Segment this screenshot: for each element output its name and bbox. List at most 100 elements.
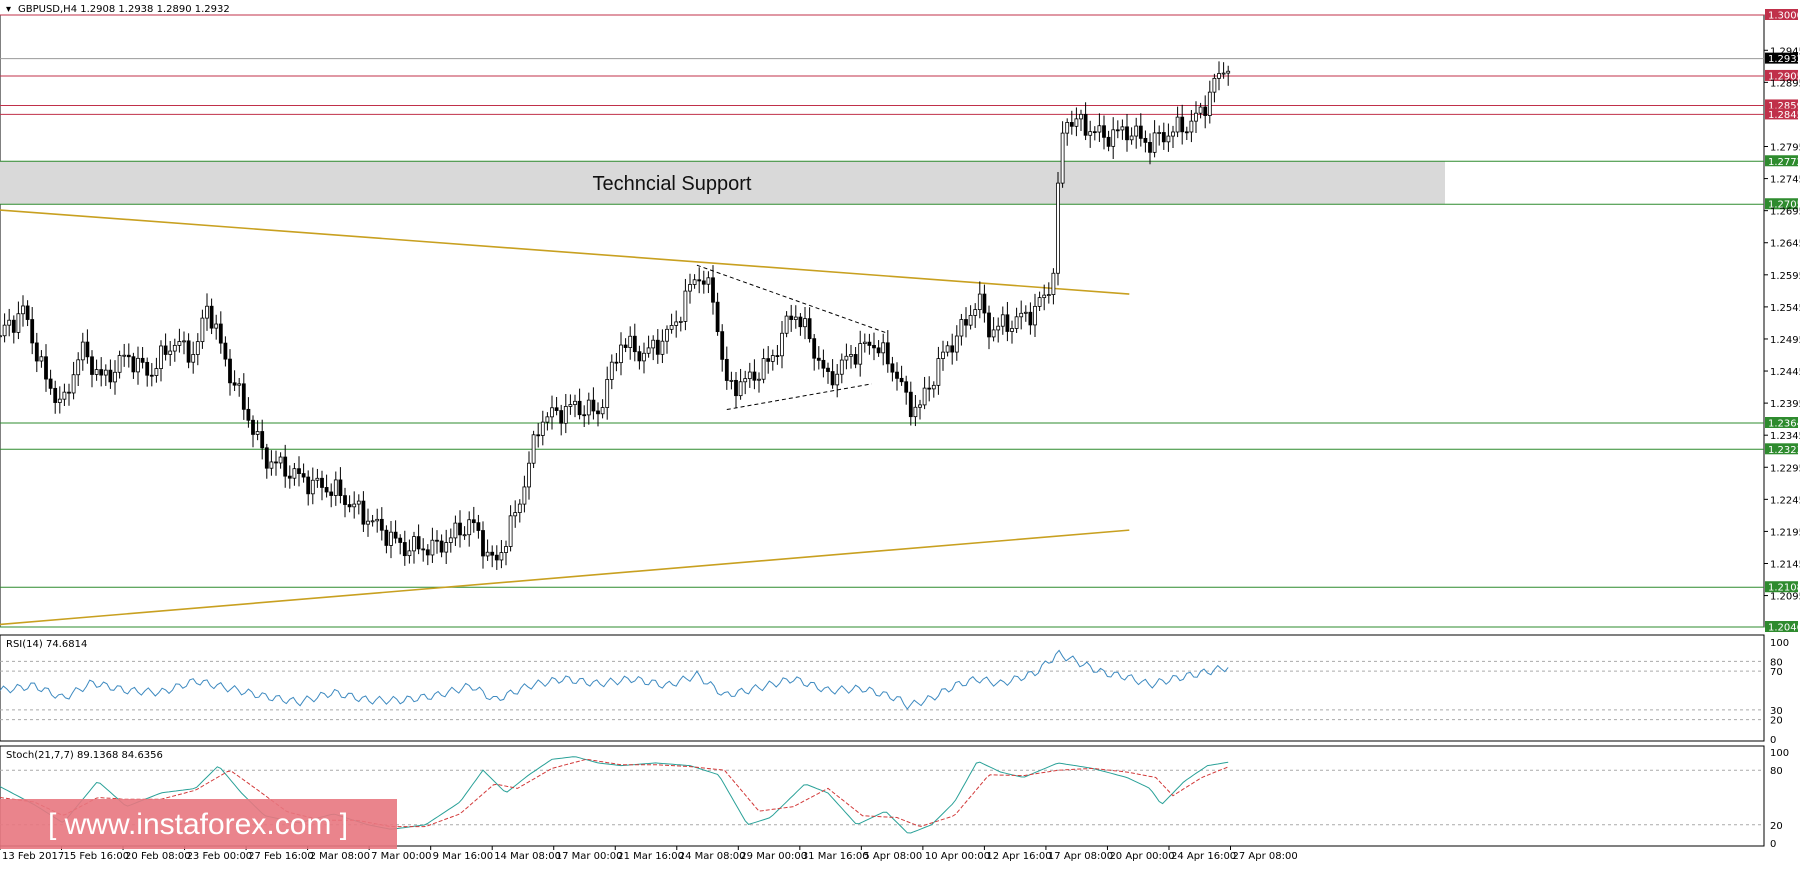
- level-tag-label-1.2108: 1.2108: [1768, 583, 1800, 594]
- candle-body: [182, 340, 186, 343]
- candle-body: [596, 410, 600, 415]
- candle-body: [274, 461, 278, 464]
- candle-body: [559, 410, 564, 424]
- dropdown-arrow-icon[interactable]: ▾: [6, 4, 11, 15]
- candle-body: [356, 500, 361, 505]
- time-tick-label: 27 Apr 08:00: [1233, 851, 1298, 862]
- candle-body: [761, 358, 766, 380]
- rsi-tick-label: 20: [1770, 716, 1783, 727]
- candle-body: [1079, 113, 1083, 120]
- stoch-tick-label: 80: [1770, 766, 1783, 777]
- candle-body: [600, 407, 605, 415]
- candle-body: [1033, 305, 1037, 326]
- time-tick-label: 15 Feb 16:00: [64, 851, 130, 862]
- candle-body: [1088, 131, 1093, 136]
- level-tag-1.2323: [1765, 443, 1798, 455]
- candle-body: [416, 536, 421, 550]
- candle-body: [1207, 91, 1212, 116]
- candle-body: [218, 323, 223, 344]
- level-tag-1.2772: [1765, 155, 1798, 167]
- candle-body: [1212, 77, 1217, 93]
- price-tick-label: 1.2645: [1770, 239, 1800, 250]
- candle-body: [324, 487, 329, 493]
- candle-body: [421, 548, 426, 551]
- price-tick-label: 1.2195: [1770, 527, 1800, 538]
- candle-body: [94, 369, 99, 375]
- candle-body: [1157, 132, 1162, 134]
- time-tick-label: 12 Apr 16:00: [986, 851, 1051, 862]
- candle-body: [1115, 129, 1120, 132]
- candle-body: [1152, 132, 1157, 153]
- candle-body: [145, 361, 150, 376]
- candle-body: [711, 277, 715, 303]
- candle-body: [246, 408, 251, 421]
- level-tag-1.2859: [1765, 99, 1798, 111]
- candle-body: [913, 406, 918, 418]
- candle-body: [154, 368, 159, 376]
- candle-body: [839, 359, 844, 375]
- candle-body: [361, 500, 366, 525]
- candle-body: [1171, 131, 1175, 137]
- candle-body: [297, 468, 301, 474]
- candle-body: [71, 374, 76, 394]
- candle-body: [99, 369, 104, 376]
- candle-body: [315, 477, 320, 481]
- candle-body: [918, 404, 922, 408]
- stoch-tick-label: 20: [1770, 821, 1783, 832]
- candle-body: [494, 554, 499, 561]
- candle-body: [697, 279, 702, 282]
- candle-body: [1198, 106, 1203, 114]
- candle-body: [278, 456, 283, 464]
- candle-body: [996, 325, 1001, 331]
- candle-body: [793, 316, 798, 320]
- candle-body: [706, 277, 711, 285]
- rsi-panel-frame: [0, 634, 1765, 742]
- candle-body: [1037, 297, 1042, 307]
- trendline-2: [696, 264, 886, 334]
- time-tick-label: 24 Mar 08:00: [679, 851, 746, 862]
- rsi-label: RSI(14) 74.6814: [6, 639, 87, 650]
- candle-body: [991, 329, 996, 338]
- candle-body: [200, 317, 205, 343]
- level-tag-1.3000: [1765, 9, 1798, 20]
- candle-body: [462, 534, 467, 537]
- level-tag-label-1.2772: 1.2772: [1768, 157, 1800, 168]
- candle-body: [1221, 72, 1226, 75]
- support-zone-label: Techncial Support: [593, 173, 752, 195]
- candle-body: [959, 319, 964, 337]
- candle-body: [448, 537, 453, 543]
- candle-body: [1014, 316, 1019, 329]
- candle-body: [1000, 314, 1005, 327]
- candle-body: [398, 537, 403, 543]
- candle-body: [1060, 132, 1065, 184]
- candle-body: [177, 341, 182, 346]
- candle-body: [637, 351, 642, 362]
- candle-body: [872, 345, 876, 349]
- candle-body: [131, 356, 136, 373]
- candle-body: [623, 344, 628, 348]
- candle-body: [927, 387, 932, 390]
- candle-body: [591, 399, 596, 412]
- candle-body: [1111, 129, 1116, 147]
- candle-body: [922, 387, 927, 406]
- candlesticks: [0, 61, 1231, 570]
- candle-body: [1226, 70, 1231, 74]
- candle-body: [283, 456, 288, 477]
- candle-body: [669, 325, 674, 330]
- candle-body: [333, 479, 338, 496]
- price-tick-label: 1.2895: [1770, 78, 1800, 89]
- candle-body: [1092, 131, 1097, 134]
- candle-body: [614, 361, 619, 364]
- candle-body: [701, 280, 706, 285]
- price-tick-label: 1.2395: [1770, 399, 1800, 410]
- level-tag-1.2364: [1765, 417, 1798, 428]
- candle-body: [1028, 311, 1033, 326]
- candle-body: [113, 371, 117, 383]
- candle-body: [467, 519, 472, 536]
- candle-body: [642, 352, 646, 362]
- price-tick-label: 1.2745: [1770, 175, 1800, 186]
- level-tag-label-1.2932: 1.2932: [1768, 54, 1800, 65]
- level-tag-1.2108: [1765, 581, 1798, 593]
- rsi-tick-label: 70: [1770, 667, 1783, 678]
